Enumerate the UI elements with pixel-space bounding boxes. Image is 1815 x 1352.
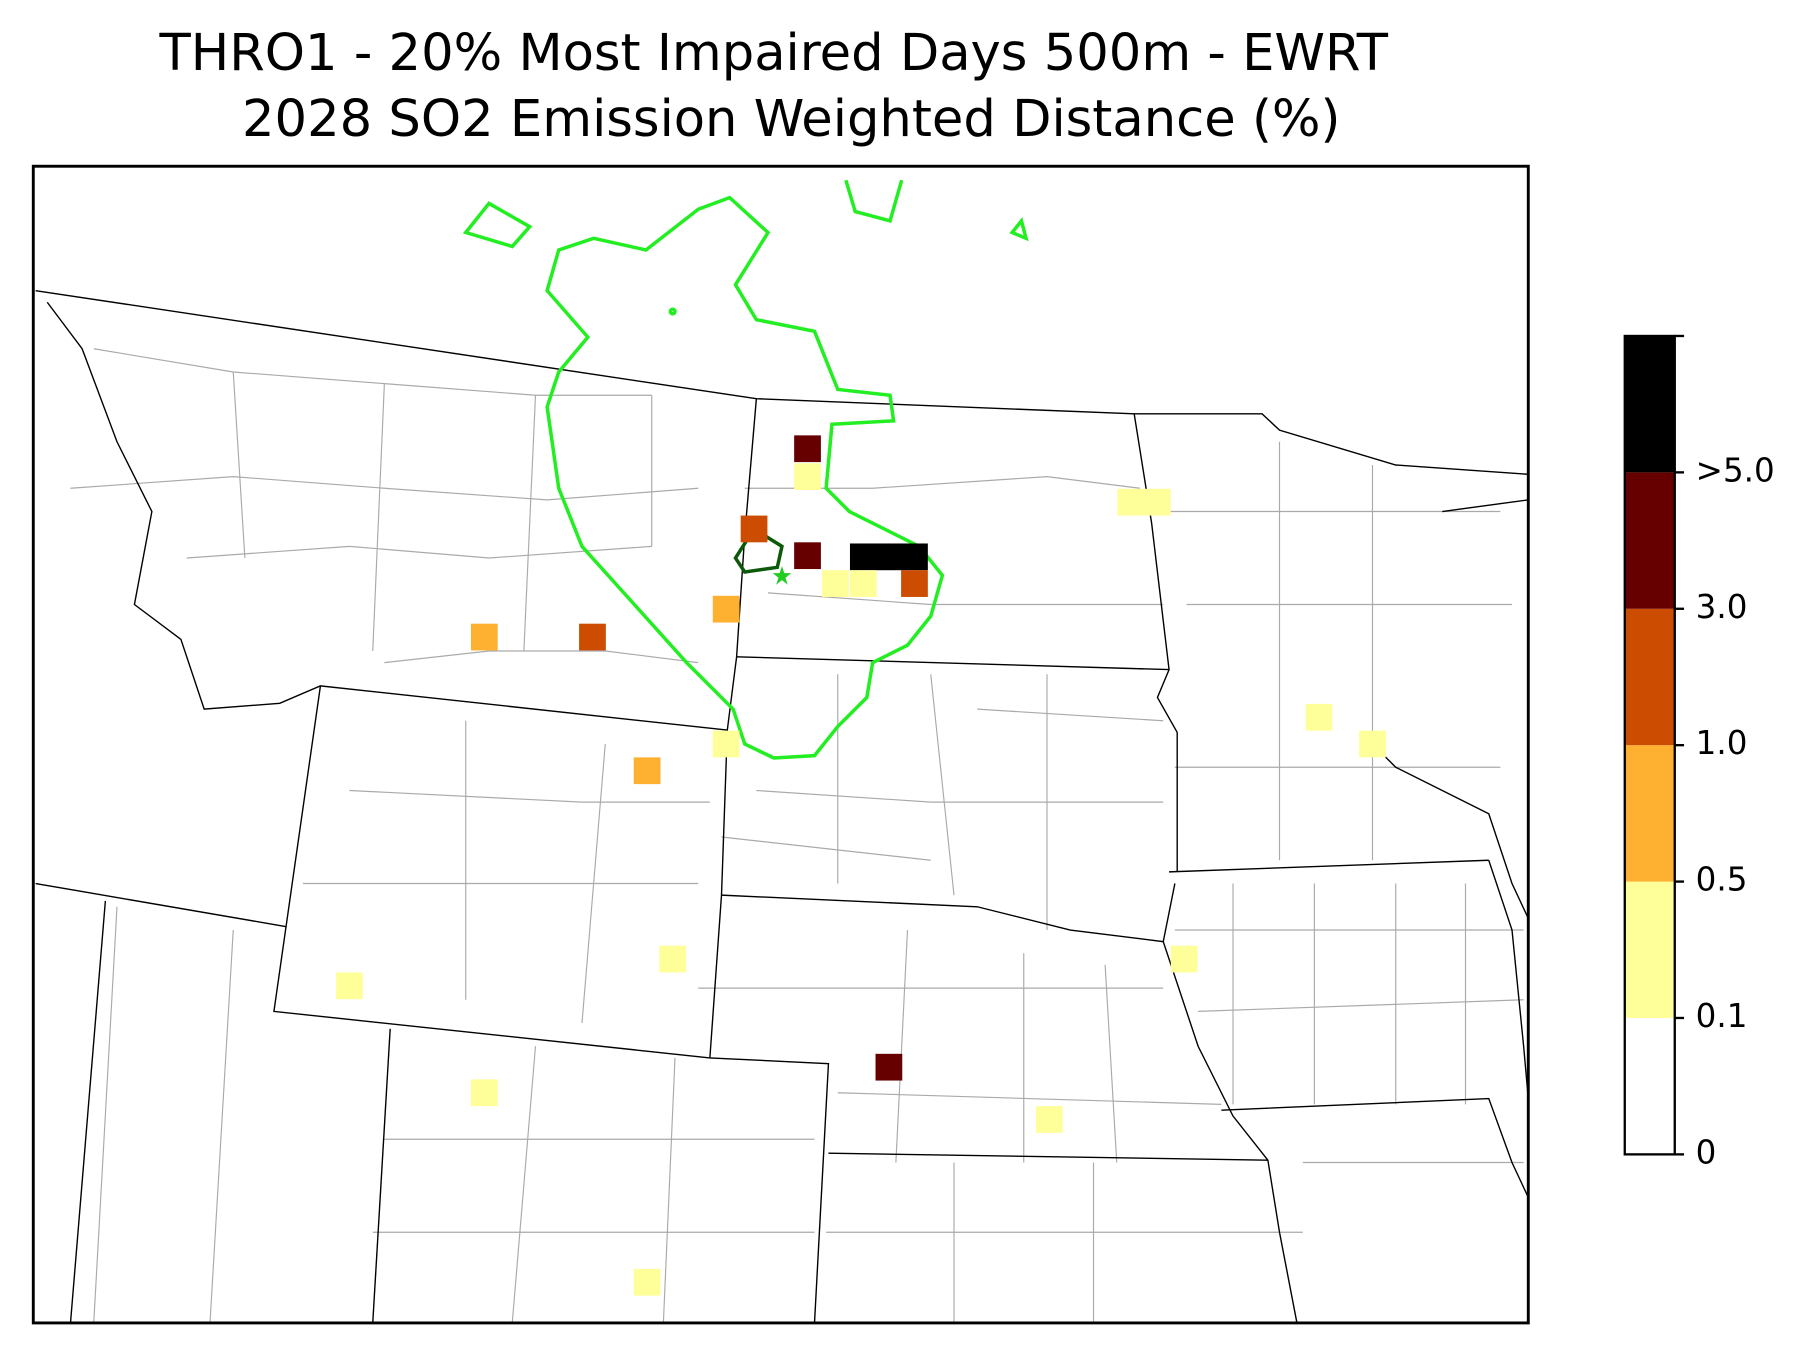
contour-outer — [462, 179, 1029, 760]
grid-cell — [794, 435, 821, 463]
colorbar-tick-label: 0 — [1696, 1133, 1717, 1171]
grid-cell — [875, 1053, 903, 1081]
colorbar-segment — [1624, 1017, 1675, 1155]
site-star — [772, 566, 792, 585]
grid-cell — [740, 515, 768, 543]
map-frame — [31, 164, 1530, 1325]
grid-cell — [712, 595, 740, 623]
colorbar-tick-label: 0.5 — [1696, 861, 1748, 899]
colorbar-tick-label: 3.0 — [1696, 588, 1748, 626]
grid-cell — [794, 542, 821, 570]
grid-cell — [470, 1079, 498, 1107]
grid-cell — [633, 757, 661, 785]
colorbar-tick-label: 1.0 — [1696, 724, 1748, 762]
grid-cell — [336, 972, 363, 1000]
grid-cell — [1117, 488, 1145, 516]
grid-cell — [849, 543, 877, 571]
cell-layer — [336, 435, 1386, 1296]
grid-cell — [901, 543, 928, 571]
grid-cell — [470, 623, 498, 651]
grid-cell — [1035, 1106, 1063, 1133]
grid-cell — [1305, 703, 1333, 731]
county-lines — [70, 348, 1524, 1323]
state-borders — [35, 289, 1529, 1324]
grid-cell — [712, 730, 740, 758]
grid-cell — [1170, 945, 1198, 973]
grid-cell — [794, 463, 821, 490]
grid-cell — [822, 570, 849, 597]
basemap — [33, 166, 1529, 1324]
colorbar-segment — [1624, 335, 1675, 473]
colorbar-segment — [1624, 472, 1675, 609]
colorbar-tick-label: 0.1 — [1696, 997, 1748, 1035]
map-background — [33, 166, 1529, 1323]
colorbar-segment — [1624, 745, 1675, 882]
grid-cell — [849, 570, 877, 597]
grid-cell — [579, 623, 606, 651]
grid-cell — [659, 945, 687, 973]
grid-cell — [633, 1268, 661, 1296]
colorbar-segment — [1624, 608, 1675, 746]
grid-cell — [1359, 730, 1386, 758]
colorbar-segment — [1624, 881, 1675, 1018]
colorbar-tick-label: >5.0 — [1696, 451, 1775, 489]
grid-cell — [1144, 488, 1171, 516]
grid-cell — [875, 543, 903, 571]
colorbar: 0 0.1 0.5 1.0 3.0 >5.0 — [1623, 334, 1775, 1171]
title-line: THRO1 - 20% Most Impaired Days 500m - EW… — [159, 24, 1389, 83]
title-line: 2028 SO2 Emission Weighted Distance (%) — [242, 90, 1340, 149]
grid-cell — [901, 570, 928, 597]
